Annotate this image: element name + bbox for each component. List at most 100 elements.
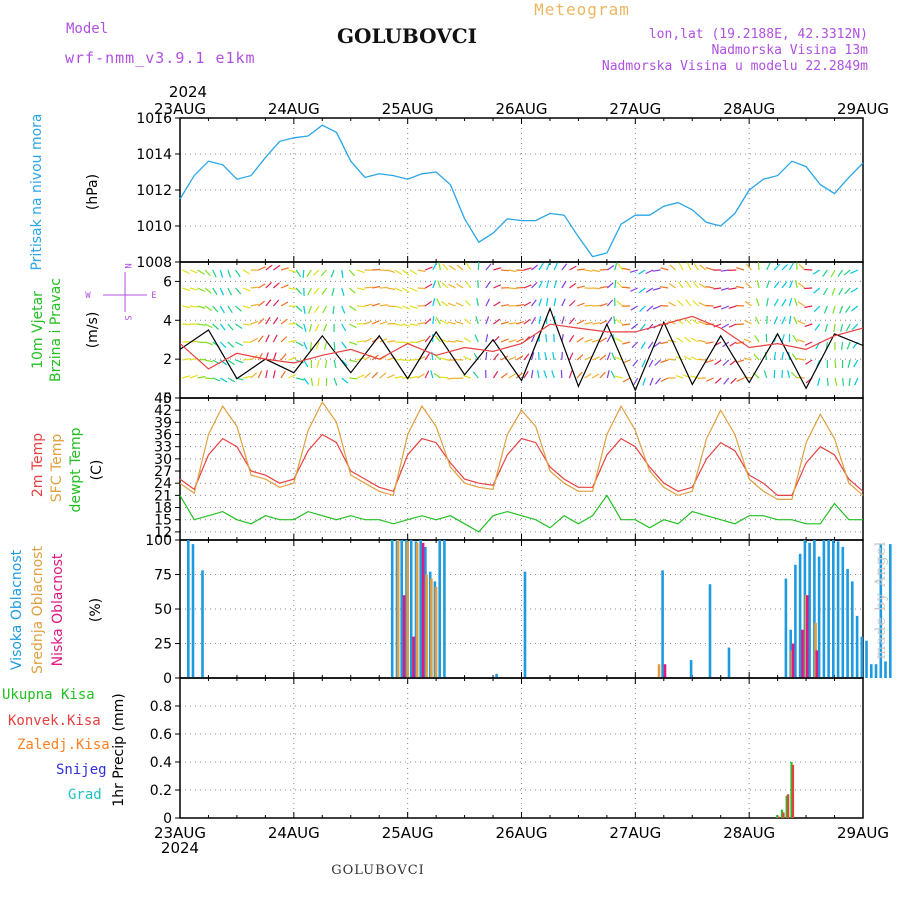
y-tick-label: 0.2 [150,783,172,799]
wind-barb [485,298,491,307]
wind-barb [714,359,722,366]
wind-barb [660,359,669,364]
wind-barb [371,371,379,379]
wind-barb [280,301,289,307]
cloud-high-bar [817,556,821,678]
wind-barb [660,267,669,271]
wind-barb [455,377,464,380]
wind-barb [492,370,499,379]
wind-barb [280,370,286,379]
wind-barb [312,269,320,276]
wind-barb [348,287,356,294]
wind-barb [796,261,798,271]
cloud-mid-bar [415,542,419,678]
wind-barb [546,280,550,289]
wind-barb [614,356,623,361]
wind-barb [516,338,524,343]
cloud-high-bar [784,578,788,678]
bottom-date-label: 28AUG [723,824,775,842]
wind-barb [463,356,471,361]
wind-barb [387,322,396,325]
wind-barb [804,287,813,290]
wind-barb [500,338,509,343]
wind-barb [204,341,213,346]
wind-barb [424,352,431,361]
wind-barb [735,341,745,345]
wind-barb [834,359,837,369]
wind-barb [364,303,373,307]
cloud-low-bar [402,595,406,678]
wind-barb [561,298,566,307]
wind-barb [447,302,456,307]
wind-barb [698,283,707,289]
wind-barb [531,281,538,289]
wind-barb [409,358,419,361]
wind-barb [227,323,234,331]
wind-barb [242,269,251,275]
wind-barb [508,339,517,343]
wind-barb [321,287,328,295]
bottom-time-axis: 2024 23AUG 24AUG 25AUG 26AUG 27AUG 28AUG 29AUG [154,824,889,857]
wind-barb [331,287,335,296]
cloud-high-bar [851,581,854,678]
model-elevation-label: Nadmorska Visina u modelu 22.2849m [602,59,868,74]
wind-barb [432,298,436,307]
wind-unit-label: (m/s) [85,312,101,349]
y-tick-label: 4 [163,313,172,329]
wind-barb [622,341,631,345]
bottom-date-label: 25AUG [382,824,434,842]
wind-barb [456,264,464,271]
pressure-line [179,124,864,258]
wind-barb [788,280,794,289]
y-tick-label: 42 [154,403,172,419]
wind-barb [442,263,449,271]
wind-barb [599,371,606,379]
dewpt-axis-label: dewpt Temp [68,427,84,512]
wind-barb [235,269,241,277]
wind-barb [798,282,806,289]
wind-barb [379,286,388,289]
wind-barb [235,287,242,295]
wind-barb [654,377,661,385]
wind-barb [804,341,813,346]
wind-barb [684,318,692,325]
wind-barb [629,269,638,273]
wind-barb [834,377,838,386]
wind-barb [745,263,752,271]
wind-barb [645,269,654,275]
wind-barb [455,302,464,307]
wind-barb [314,305,320,314]
wind-barb [485,263,492,271]
wind-barb [501,269,510,272]
wind-barb [302,269,305,279]
cloud-high-bar [201,570,204,678]
wind-barb [735,304,744,307]
wind-barb [417,339,426,343]
wind-barb [645,287,654,293]
wind-barb [272,299,280,307]
wind-barb [675,375,684,379]
y-tick-label: 24 [154,476,172,492]
wind-barb [204,323,213,329]
wind-barb [447,377,456,380]
temp-unit-label: (C) [89,460,105,481]
header: Model wrf-nmm_v3.9.1 e1km GOLUBOVCI Mete… [65,0,868,74]
cloud-mid-bar [430,578,433,678]
wind-barb [288,374,297,379]
wind-barb [743,376,752,379]
wind-barb [721,305,730,310]
wind-barb [523,284,532,289]
wind-barb [464,318,472,325]
wind-barb [721,323,730,329]
wind-barb [614,262,618,271]
y-tick-label: 0.4 [150,755,172,771]
wind-barb [348,305,357,311]
wind-barb [212,287,218,296]
wind-barb [576,319,585,325]
wind-barb [402,323,411,327]
wind-barb [402,269,410,276]
wind-barb [227,287,233,296]
wind-barb [743,338,752,343]
wind-barb [831,287,836,296]
wind-barb [341,287,345,296]
